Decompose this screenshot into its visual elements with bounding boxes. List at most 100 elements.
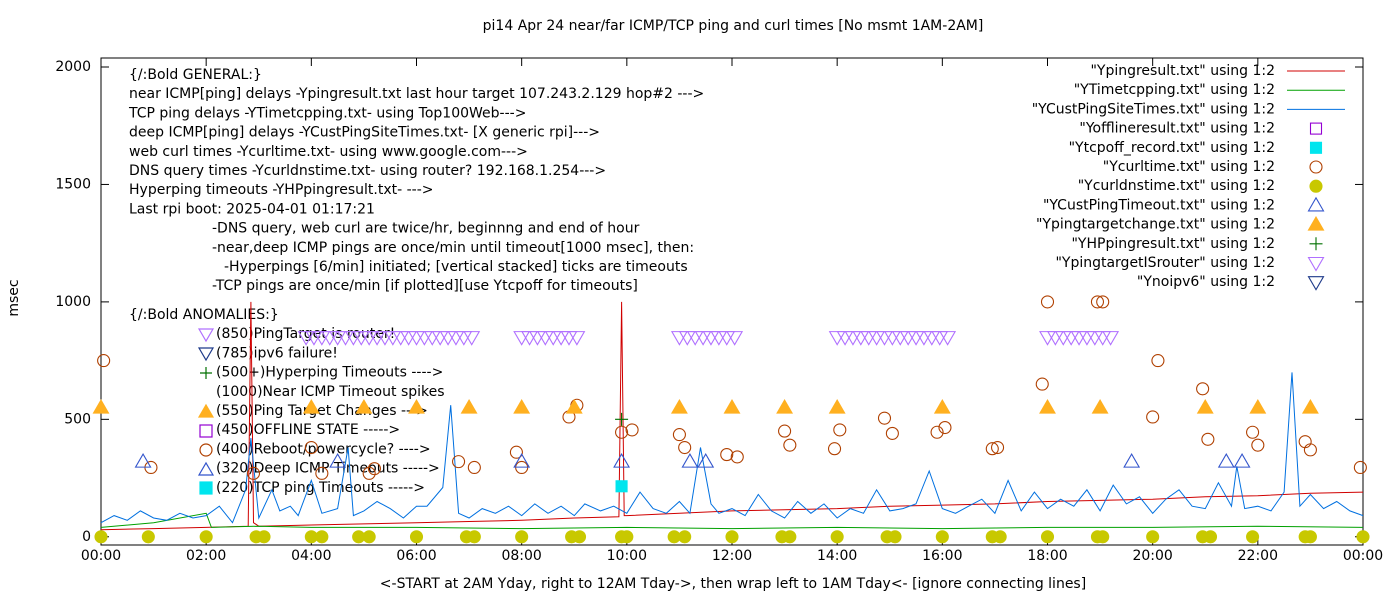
annotation: (450)OFFLINE STATE -----> bbox=[216, 422, 400, 438]
marker bbox=[723, 398, 741, 414]
marker bbox=[521, 331, 539, 346]
x-tick-label: 00:00 bbox=[1343, 548, 1383, 564]
legend-swatch bbox=[1307, 276, 1325, 291]
series-markers bbox=[615, 480, 628, 493]
legend-swatch bbox=[1309, 160, 1323, 174]
legend-swatch bbox=[1309, 179, 1323, 193]
marker bbox=[885, 426, 899, 440]
annotation: DNS query times -Ycurldnstime.txt- using… bbox=[129, 163, 606, 179]
marker bbox=[778, 424, 792, 438]
marker bbox=[141, 530, 155, 544]
legend-label: "Ycurltime.txt" using 1:2 bbox=[1103, 159, 1275, 175]
marker bbox=[876, 331, 893, 346]
series-markers bbox=[134, 453, 1251, 468]
x-tick-label: 12:00 bbox=[712, 548, 752, 564]
marker bbox=[392, 331, 410, 346]
marker bbox=[94, 530, 108, 544]
marker bbox=[1035, 377, 1049, 391]
marker bbox=[513, 398, 531, 414]
marker bbox=[1096, 530, 1110, 544]
x-tick-label: 16:00 bbox=[922, 548, 962, 564]
anomaly-symbols bbox=[197, 328, 215, 495]
annotation: (220)TCP ping Timeouts -----> bbox=[216, 480, 425, 496]
marker bbox=[686, 331, 704, 346]
marker bbox=[1203, 530, 1218, 544]
marker bbox=[860, 331, 878, 346]
series-line bbox=[100, 301, 1364, 531]
marker bbox=[1086, 331, 1104, 346]
marker bbox=[1078, 331, 1096, 346]
annotation: Hyperping timeouts -YHPpingresult.txt- -… bbox=[129, 182, 434, 198]
marker bbox=[990, 440, 1005, 455]
marker bbox=[899, 331, 917, 346]
legend-swatch bbox=[1309, 122, 1323, 135]
legend-label: "Ycurldnstime.txt" using 1:2 bbox=[1078, 178, 1275, 194]
series-markers bbox=[92, 398, 1319, 414]
legend-label: "YCustPingSiteTimes.txt" using 1:2 bbox=[1032, 101, 1275, 117]
marker bbox=[615, 480, 628, 493]
marker bbox=[467, 460, 481, 475]
marker bbox=[447, 331, 465, 346]
marker bbox=[560, 331, 578, 346]
marker bbox=[1303, 443, 1317, 457]
marker bbox=[891, 331, 909, 346]
marker bbox=[1246, 425, 1260, 439]
marker bbox=[931, 331, 949, 346]
legend-label: "Ynoipv6" using 1:2 bbox=[1137, 274, 1275, 290]
marker bbox=[726, 331, 744, 346]
marker bbox=[1040, 295, 1055, 309]
marker bbox=[355, 398, 373, 414]
annotation: (785)ipv6 failure! bbox=[216, 345, 338, 361]
symbol bbox=[197, 347, 215, 362]
marker bbox=[1246, 530, 1260, 544]
symbol bbox=[197, 403, 215, 418]
annotation: (550)Ping Target Changes ---> bbox=[216, 403, 428, 419]
marker bbox=[681, 453, 699, 468]
marker bbox=[827, 442, 842, 456]
legend-label: "YTimetcpping.txt" using 1:2 bbox=[1074, 82, 1275, 98]
marker bbox=[572, 530, 587, 544]
y-axis-label: msec bbox=[6, 279, 22, 316]
annotation: deep ICMP[ping] delays -YCustPingSiteTim… bbox=[129, 125, 600, 141]
marker bbox=[613, 453, 631, 468]
marker bbox=[888, 530, 902, 544]
y-tick-label: 500 bbox=[64, 411, 91, 427]
x-tick-label: 08:00 bbox=[501, 548, 541, 564]
legend-label: "YHPpingresult.txt" using 1:2 bbox=[1071, 236, 1275, 252]
marker bbox=[528, 331, 546, 346]
marker bbox=[720, 448, 734, 462]
legend-label: "Ypingtargetchange.txt" using 1:2 bbox=[1036, 217, 1275, 233]
marker bbox=[257, 530, 271, 544]
marker bbox=[933, 398, 951, 414]
marker bbox=[852, 331, 870, 346]
marker bbox=[302, 398, 320, 414]
chart-title: pi14 Apr 24 near/far ICMP/TCP ping and c… bbox=[483, 18, 984, 34]
marker bbox=[1201, 432, 1215, 446]
marker bbox=[923, 331, 941, 346]
annotation: -DNS query, web curl are twice/hr, begin… bbox=[212, 221, 640, 237]
y-tick-label: 1500 bbox=[55, 176, 91, 192]
marker bbox=[1298, 435, 1312, 449]
marker bbox=[423, 331, 441, 346]
annotation: -Hyperpings [6/min] initiated; [vertical… bbox=[224, 259, 688, 275]
marker bbox=[718, 331, 736, 346]
symbol bbox=[199, 424, 213, 438]
marker bbox=[1094, 331, 1112, 346]
marker bbox=[1233, 453, 1251, 468]
legend-label: "Ytcpoff_record.txt" using 1:2 bbox=[1069, 140, 1275, 156]
annotation: near ICMP[ping] delays -Ypingresult.txt … bbox=[129, 86, 704, 102]
marker bbox=[1353, 460, 1367, 475]
x-tick-label: 02:00 bbox=[186, 548, 226, 564]
marker bbox=[409, 530, 424, 544]
marker bbox=[1301, 398, 1319, 414]
marker bbox=[565, 398, 583, 414]
annotation: (850)PingTarget is router! bbox=[216, 326, 395, 342]
annotation: web curl times -Ycurltime.txt- using www… bbox=[129, 144, 528, 160]
marker bbox=[536, 331, 554, 346]
marker bbox=[1151, 354, 1165, 368]
marker bbox=[883, 331, 901, 346]
marker bbox=[1091, 398, 1109, 414]
series-markers bbox=[615, 412, 629, 426]
x-tick-label: 00:00 bbox=[81, 548, 121, 564]
marker bbox=[408, 398, 425, 414]
